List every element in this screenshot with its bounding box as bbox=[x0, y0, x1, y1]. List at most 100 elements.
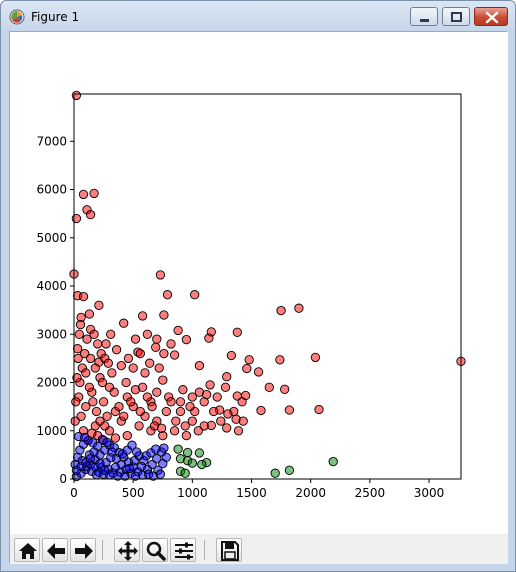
scatter-point bbox=[171, 416, 181, 426]
home-icon bbox=[19, 543, 37, 559]
scatter-point bbox=[237, 397, 247, 407]
configure-subplots-button[interactable] bbox=[170, 538, 196, 562]
scatter-point bbox=[81, 368, 91, 378]
scatter-point bbox=[85, 454, 96, 464]
scatter-point bbox=[156, 423, 167, 433]
scatter-point bbox=[104, 470, 115, 480]
scatter-point bbox=[181, 430, 192, 441]
scatter-point bbox=[114, 401, 124, 412]
scatter-point bbox=[75, 319, 86, 330]
scatter-point bbox=[110, 433, 121, 443]
y-tick-label: 1000 bbox=[36, 424, 67, 438]
scatter-point bbox=[178, 385, 188, 395]
scatter-point bbox=[93, 339, 103, 349]
scatter-point bbox=[169, 350, 180, 360]
scatter-chart[interactable]: 0 500 1000 1500 2000 2500 3000 0 1000 2000 3000 40… bbox=[10, 32, 508, 534]
scatter-point bbox=[159, 310, 169, 320]
scatter-point bbox=[162, 290, 173, 300]
scatter-point bbox=[98, 397, 109, 407]
title-bar[interactable]: Figure 1 bbox=[1, 1, 515, 31]
scatter-point bbox=[106, 329, 116, 339]
sliders-icon bbox=[175, 542, 193, 560]
scatter-point bbox=[280, 384, 290, 394]
scatter-point bbox=[135, 348, 145, 359]
y-tick-label: 6000 bbox=[36, 183, 67, 197]
scatter-point bbox=[124, 463, 135, 474]
plot-area[interactable]: 0 500 1000 1500 2000 2500 3000 0 1000 2000 3000 40… bbox=[10, 32, 508, 534]
move-icon bbox=[118, 541, 138, 561]
scatter-point bbox=[151, 342, 161, 352]
scatter-point bbox=[284, 465, 295, 475]
x-tick-label: 1500 bbox=[236, 486, 267, 500]
maximize-icon bbox=[451, 12, 462, 22]
scatter-point bbox=[111, 345, 122, 355]
save-button[interactable] bbox=[216, 538, 242, 562]
close-icon bbox=[485, 11, 499, 24]
y-tick-label: 5000 bbox=[36, 231, 67, 245]
scatter-point bbox=[126, 397, 136, 407]
scatter-point bbox=[80, 348, 90, 359]
scatter-point bbox=[140, 368, 150, 378]
scatter-point bbox=[190, 290, 200, 300]
matplotlib-icon bbox=[9, 9, 25, 25]
scatter-point bbox=[182, 447, 193, 458]
y-tick-label: 7000 bbox=[36, 134, 67, 148]
x-tick-label: 2000 bbox=[295, 486, 326, 500]
scatter-point bbox=[78, 189, 89, 200]
scatter-point bbox=[97, 377, 108, 388]
scatter-point bbox=[89, 329, 99, 339]
minimize-button[interactable] bbox=[410, 7, 438, 26]
scatter-point bbox=[89, 188, 99, 199]
scatter-point bbox=[72, 373, 82, 383]
pan-button[interactable] bbox=[114, 538, 140, 562]
scatter-point bbox=[82, 334, 92, 344]
scatter-point bbox=[181, 334, 192, 345]
minimize-icon bbox=[420, 19, 429, 22]
back-button[interactable] bbox=[42, 538, 68, 562]
navigation-toolbar bbox=[10, 534, 508, 564]
home-button[interactable] bbox=[14, 538, 40, 562]
scatter-point bbox=[70, 416, 80, 426]
scatter-point bbox=[155, 270, 166, 280]
scatter-point bbox=[238, 416, 248, 426]
scatter-point bbox=[275, 355, 285, 365]
scatter-point bbox=[175, 406, 186, 417]
forward-button[interactable] bbox=[70, 538, 96, 562]
scatter-point bbox=[100, 421, 110, 431]
scatter-point bbox=[187, 458, 197, 468]
scatter-point bbox=[209, 406, 219, 417]
scatter-point bbox=[166, 397, 176, 407]
scatter-point bbox=[103, 358, 113, 368]
scatter-point bbox=[152, 334, 162, 344]
scatter-point bbox=[94, 300, 104, 310]
scatter-point bbox=[136, 461, 147, 472]
scatter-point bbox=[72, 344, 83, 354]
scatter-point bbox=[264, 382, 274, 392]
scatter-point bbox=[173, 325, 183, 336]
scatter-point bbox=[169, 426, 180, 436]
scatter-point bbox=[187, 416, 197, 426]
axes-frame bbox=[73, 93, 462, 480]
scatter-point bbox=[128, 363, 138, 373]
scatter-point bbox=[159, 443, 169, 453]
scatter-point bbox=[132, 447, 142, 457]
window-title: Figure 1 bbox=[31, 10, 80, 24]
scatter-point bbox=[151, 444, 161, 454]
scatter-point bbox=[85, 353, 96, 364]
scatter-point bbox=[71, 397, 81, 407]
scatter-point bbox=[223, 409, 233, 419]
scatter-point bbox=[71, 90, 82, 101]
arrow-right-icon bbox=[75, 543, 93, 559]
zoom-button[interactable] bbox=[142, 538, 168, 562]
scatter-point bbox=[81, 401, 91, 412]
scatter-point bbox=[256, 405, 266, 416]
maximize-button[interactable] bbox=[442, 7, 470, 26]
scatter-point bbox=[328, 456, 338, 467]
scatter-point bbox=[78, 291, 89, 302]
toolbar-separator bbox=[102, 540, 103, 560]
floppy-disk-icon bbox=[221, 541, 239, 561]
close-button[interactable] bbox=[474, 7, 508, 26]
y-tick-label: 4000 bbox=[36, 279, 67, 293]
scatter-point bbox=[185, 401, 195, 412]
y-axis: 0 1000 2000 3000 4000 5000 6000 7000 bbox=[36, 134, 74, 486]
